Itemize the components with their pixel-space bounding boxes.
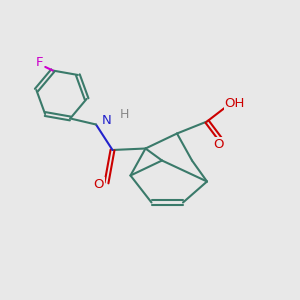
Text: H: H	[120, 107, 129, 121]
Text: N: N	[102, 113, 111, 127]
Text: O: O	[94, 178, 104, 191]
Text: F: F	[35, 56, 43, 69]
Text: OH: OH	[225, 97, 245, 110]
Text: O: O	[214, 137, 224, 151]
